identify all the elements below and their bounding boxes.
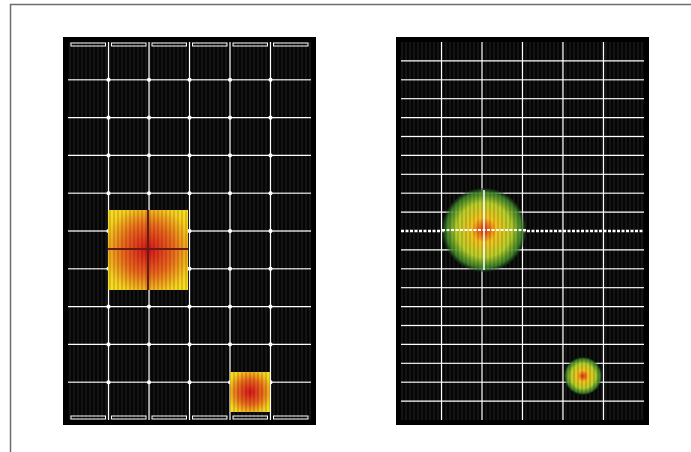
cell-corner	[228, 266, 232, 271]
busbar	[273, 415, 309, 420]
hotspots	[108, 188, 602, 412]
cell-corner	[228, 342, 232, 347]
cell-corner	[147, 304, 151, 309]
busbar	[111, 42, 147, 47]
cell-corner	[268, 266, 273, 271]
cell-corner	[187, 115, 192, 120]
busbar	[232, 415, 268, 420]
cell-corner	[228, 229, 232, 233]
cell-corner	[268, 153, 273, 158]
cell-corner	[187, 229, 192, 233]
busbar	[151, 415, 187, 420]
cell-corner	[268, 229, 273, 233]
cell-corner	[268, 304, 273, 309]
cell-corner	[147, 191, 151, 196]
cell-corner	[187, 266, 192, 271]
busbar	[273, 42, 309, 47]
cell-corner	[187, 342, 192, 347]
cell-corner	[106, 342, 111, 347]
cell-corner	[228, 153, 232, 158]
busbar	[70, 415, 106, 420]
busbar	[70, 42, 106, 47]
cell-corner	[228, 115, 232, 120]
cell-corner	[228, 191, 232, 196]
cell-corner	[228, 77, 232, 82]
cell-corner	[187, 191, 192, 196]
cell-corner	[268, 77, 273, 82]
cell-corner	[106, 77, 111, 82]
cell-corner	[187, 77, 192, 82]
cell-corner	[106, 115, 111, 120]
busbar	[192, 42, 228, 47]
busbar	[192, 415, 228, 420]
cell-corner	[106, 304, 111, 309]
cell-corner	[147, 380, 151, 385]
busbar	[232, 42, 268, 47]
cell-corner	[106, 191, 111, 196]
cell-corner	[147, 342, 151, 347]
busbar	[151, 42, 187, 47]
cell-corner	[147, 77, 151, 82]
cell-corner	[147, 115, 151, 120]
hotspot-texture	[230, 372, 270, 412]
cell-corner	[106, 380, 111, 385]
cell-corner	[147, 153, 151, 158]
panels	[63, 37, 649, 425]
hotspot-texture	[564, 357, 602, 395]
cell-corner	[106, 153, 111, 158]
cell-corner	[268, 342, 273, 347]
cell-corner	[187, 153, 192, 158]
cell-corner	[268, 191, 273, 196]
cell-corner	[187, 380, 192, 385]
busbar	[111, 415, 147, 420]
cell-corner	[268, 115, 273, 120]
cell-corner	[187, 304, 192, 309]
cell-corner	[228, 304, 232, 309]
frame	[9, 3, 691, 452]
